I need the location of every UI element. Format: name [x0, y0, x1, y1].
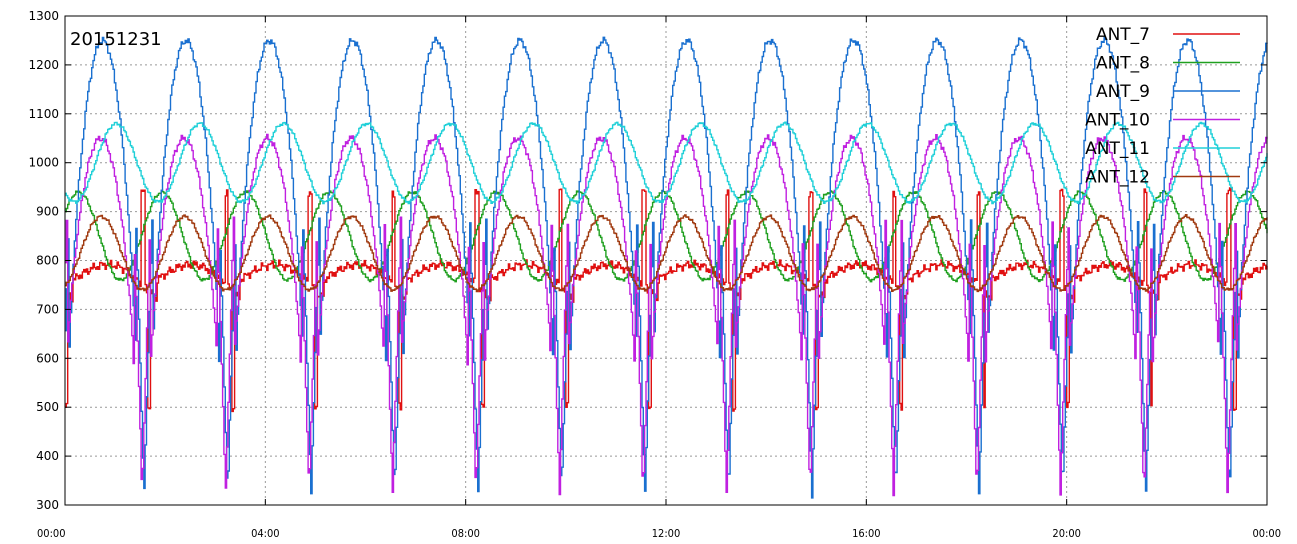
- y-tick-label: 400: [36, 449, 59, 463]
- y-tick-label: 1300: [28, 9, 59, 23]
- date-annotation: 20151231: [70, 29, 162, 50]
- legend-label: ANT_9: [1096, 82, 1150, 102]
- y-tick-label: 300: [36, 498, 59, 512]
- series-layer: [65, 36, 1268, 499]
- legend-label: ANT_11: [1085, 139, 1150, 159]
- legend-label: ANT_8: [1096, 54, 1150, 74]
- y-axis: 300 400 500 600 700 800 900 1000 1100 1200 1300: [28, 9, 1267, 512]
- y-tick-label: 1000: [28, 156, 59, 170]
- series-line-ant-10: [65, 133, 1268, 497]
- grid-lines: [65, 16, 1267, 505]
- series-line-ant-12: [65, 214, 1268, 293]
- series-line-ant-8: [65, 189, 1268, 283]
- y-tick-label: 900: [36, 205, 59, 219]
- y-tick-label: 700: [36, 302, 59, 316]
- legend-label: ANT_10: [1085, 111, 1150, 131]
- x-tick-label: 16:00: [852, 527, 881, 540]
- x-tick-label: 08:00: [451, 527, 480, 540]
- y-tick-label: 500: [36, 400, 59, 414]
- legend-label: ANT_12: [1085, 168, 1150, 188]
- series-line-ant-9: [65, 36, 1268, 499]
- legend-label: ANT_7: [1096, 25, 1150, 45]
- x-tick-label: 00:00: [37, 527, 66, 540]
- y-tick-label: 1100: [28, 107, 59, 121]
- y-tick-label: 1200: [28, 58, 59, 72]
- legend: ANT_7 ANT_8 ANT_9 ANT_10 ANT_11 ANT_12: [1085, 25, 1240, 188]
- x-tick-label: 00:00: [1252, 527, 1281, 540]
- y-tick-label: 600: [36, 351, 59, 365]
- x-axis: 00:00 04:00 08:00 12:00 16:00 20:00 00:00: [37, 16, 1281, 540]
- x-tick-label: 20:00: [1052, 527, 1081, 540]
- y-tick-label: 800: [36, 254, 59, 268]
- series-line-ant-11: [65, 121, 1268, 205]
- x-tick-label: 12:00: [652, 527, 681, 540]
- x-tick-label: 04:00: [251, 527, 280, 540]
